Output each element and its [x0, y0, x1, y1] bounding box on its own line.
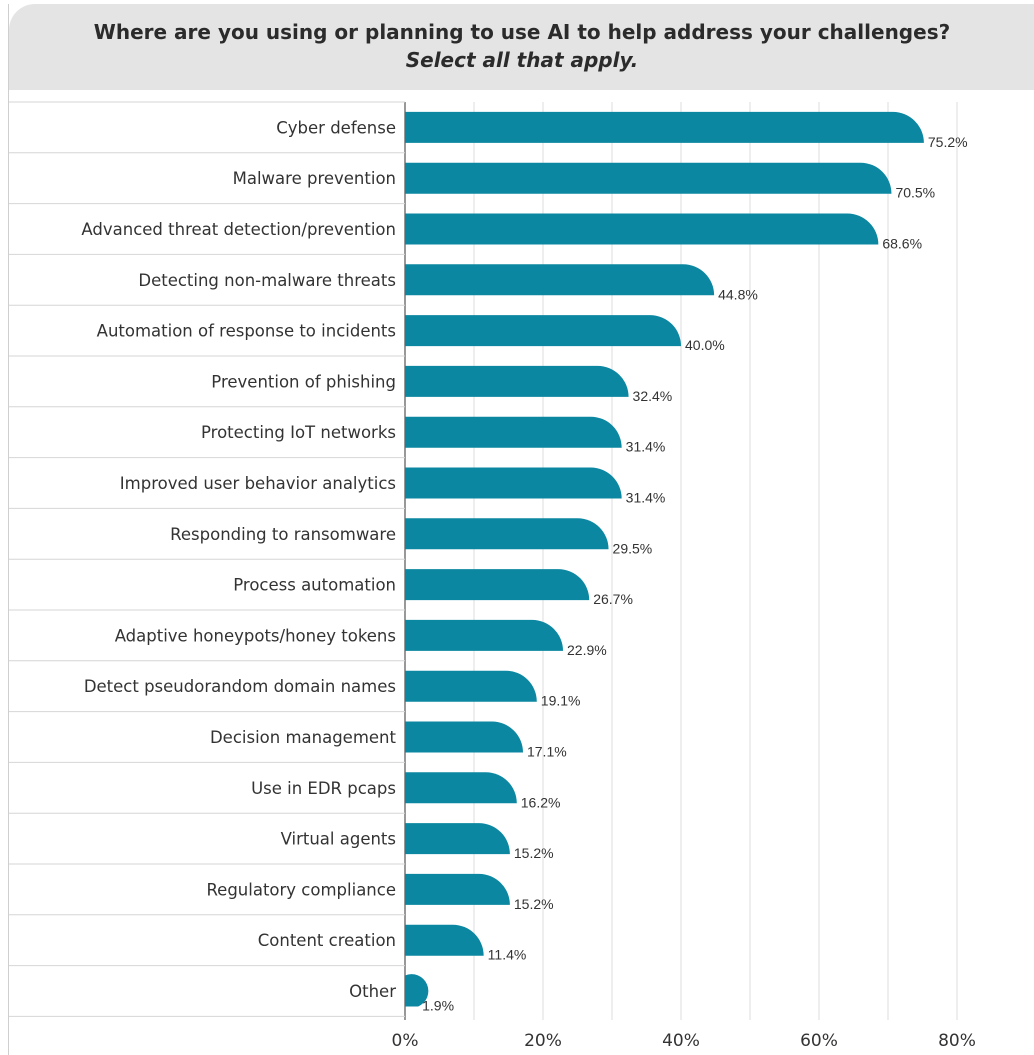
category-label: Use in EDR pcaps [251, 779, 396, 798]
category-label: Detect pseudorandom domain names [84, 677, 396, 696]
bar [405, 772, 517, 804]
bar [405, 315, 681, 347]
value-label: 44.8% [718, 286, 758, 302]
value-label: 1.9% [422, 998, 454, 1014]
category-label: Improved user behavior analytics [120, 474, 396, 493]
chart-title: Where are you using or planning to use A… [93, 20, 951, 44]
value-label: 22.9% [567, 642, 607, 658]
category-label: Cyber defense [276, 118, 396, 137]
x-tick-label: 60% [800, 1031, 838, 1051]
chart-header: Where are you using or planning to use A… [9, 4, 1034, 90]
value-label: 70.5% [895, 185, 935, 201]
value-label: 19.1% [541, 693, 581, 709]
bar [405, 264, 715, 296]
bar [405, 823, 510, 855]
category-label: Virtual agents [281, 830, 396, 849]
value-label: 68.6% [882, 236, 922, 252]
x-tick-label: 20% [524, 1031, 562, 1051]
category-label: Prevention of phishing [211, 372, 396, 391]
category-label: Automation of response to incidents [97, 322, 396, 341]
bar [405, 111, 924, 143]
chart-subtitle: Select all that apply. [405, 48, 639, 72]
category-label: Regulatory compliance [206, 880, 396, 899]
bar [405, 619, 564, 651]
category-label: Other [349, 982, 396, 1001]
category-label: Detecting non-malware threats [138, 271, 396, 290]
value-label: 29.5% [613, 540, 653, 556]
value-label: 15.2% [514, 896, 554, 912]
bar [405, 670, 537, 702]
category-label: Process automation [233, 576, 396, 595]
bar [405, 213, 879, 245]
category-label: Content creation [258, 931, 396, 950]
x-tick-label: 80% [938, 1031, 976, 1051]
category-label: Adaptive honeypots/honey tokens [115, 626, 396, 645]
bar [405, 924, 484, 956]
category-label: Protecting IoT networks [201, 423, 396, 442]
bar [405, 416, 622, 448]
bar [405, 518, 609, 550]
value-label: 40.0% [685, 337, 725, 353]
category-label: Malware prevention [233, 169, 396, 188]
bar [405, 162, 892, 194]
value-label: 32.4% [633, 388, 673, 404]
value-label: 17.1% [527, 744, 567, 760]
value-label: 75.2% [928, 134, 968, 150]
category-label: Decision management [210, 728, 397, 747]
bar [405, 721, 523, 753]
x-tick-label: 40% [662, 1031, 700, 1051]
bar [405, 467, 622, 499]
value-label: 11.4% [488, 947, 527, 963]
category-label: Responding to ransomware [170, 525, 396, 544]
category-label: Advanced threat detection/prevention [81, 220, 396, 239]
bar [405, 873, 510, 905]
x-tick-label: 0% [392, 1031, 419, 1051]
value-label: 31.4% [626, 439, 666, 455]
value-label: 16.2% [521, 794, 561, 810]
value-label: 31.4% [626, 490, 666, 506]
value-label: 26.7% [593, 591, 633, 607]
bar [405, 974, 429, 1007]
value-label: 15.2% [514, 845, 554, 861]
bar [405, 365, 629, 397]
bar [405, 569, 590, 601]
